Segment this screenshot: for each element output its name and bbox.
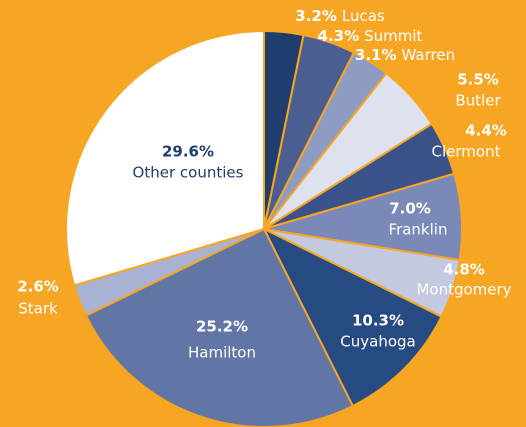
slice-label: 3.1% Warren [355,46,455,64]
slice-value-label: 3.1% [355,46,397,64]
slice-name-label: Hamilton [188,344,256,362]
slice-name-label: Other counties [133,164,244,182]
slice-name-label: Cuyahoga [340,333,415,351]
slice-name-label: Montgomery [416,281,511,299]
slice-value-label: 4.3% [318,27,360,45]
slice-value-label: 10.3% [352,312,404,330]
slice-value-label: 29.6% [162,143,214,161]
slice-name-label: Lucas [342,7,385,25]
pie-slice [84,227,355,427]
slice-name-label: Summit [364,27,422,45]
slice-value-label: 25.2% [196,318,248,336]
slice-name-label: Butler [455,92,501,110]
slice-value-label: 5.5% [457,71,499,89]
slice-name-label: Franklin [389,221,448,239]
pie-slice [261,226,443,408]
slice-value-label: 7.0% [389,200,431,218]
slice-value-label: 3.2% [295,7,337,25]
pie-slice [65,29,265,287]
slice-value-label: 4.8% [443,261,485,279]
slice-value-label: 2.6% [17,278,59,296]
slice-value-label: 4.4% [465,122,507,140]
slice-label: 3.2% Lucas [295,7,385,25]
slice-label: 4.3% Summit [318,27,423,45]
slice-name-label: Warren [402,46,456,64]
slice-name-label: Stark [18,300,58,318]
slice-name-label: Clermont [432,143,501,161]
